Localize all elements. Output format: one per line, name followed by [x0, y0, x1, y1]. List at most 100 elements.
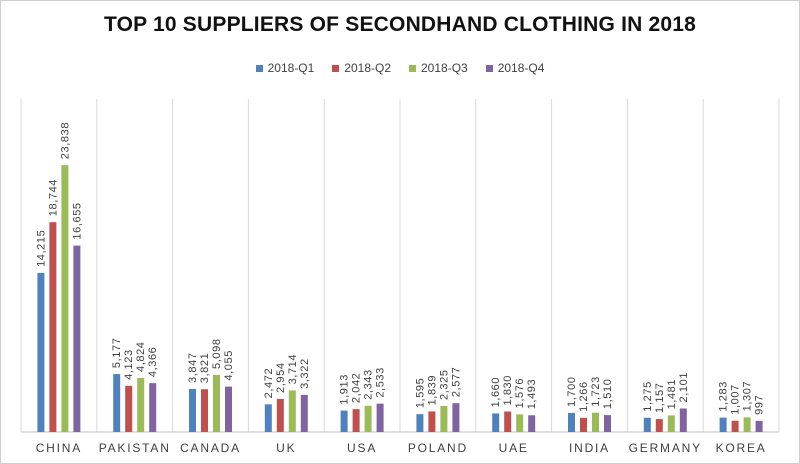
bar-canada-2018-q3 [213, 374, 220, 432]
bar-usa-2018-q2 [352, 409, 360, 432]
data-label: 1,839 [426, 375, 438, 406]
data-label: 2,343 [363, 369, 375, 400]
data-label: 4,366 [147, 347, 159, 378]
bar-canada-2018-q1 [189, 388, 196, 432]
data-label: 3,821 [199, 353, 211, 384]
data-label: 4,055 [223, 350, 235, 381]
bar-germany-2018-q2 [655, 419, 663, 432]
data-label: 23,838 [59, 122, 71, 159]
data-label: 1,913 [339, 374, 351, 405]
bar-canada-2018-q4 [225, 386, 232, 432]
data-label: 1,660 [490, 377, 502, 408]
data-label: 1,493 [526, 379, 538, 410]
data-label: 4,824 [135, 341, 147, 372]
bar-uae-2018-q3 [516, 414, 524, 432]
data-label: 1,830 [502, 375, 514, 406]
bar-uk-2018-q2 [276, 398, 284, 432]
data-label: 18,744 [47, 179, 59, 216]
bar-uae-2018-q1 [492, 413, 500, 432]
category-label-canada: CANADA [180, 441, 241, 455]
category-label-usa: USA [347, 441, 377, 455]
bar-china-2018-q2 [49, 222, 57, 432]
data-label: 3,714 [287, 354, 299, 385]
legend-label: 2018-Q3 [421, 61, 468, 75]
legend-item-2: 2018-Q3 [409, 61, 468, 75]
legend-swatch [255, 64, 263, 72]
bar-uae-2018-q2 [504, 411, 512, 432]
data-label: 1,723 [590, 376, 602, 407]
bar-china-2018-q1 [37, 272, 45, 432]
bar-usa-2018-q1 [340, 410, 348, 432]
bar-india-2018-q1 [568, 412, 575, 432]
data-label: 1,510 [602, 379, 614, 410]
data-label: 5,177 [111, 338, 123, 369]
bar-usa-2018-q4 [376, 403, 384, 432]
data-label: 2,533 [375, 367, 387, 398]
bar-poland-2018-q3 [440, 405, 448, 432]
legend-item-1: 2018-Q2 [332, 61, 391, 75]
bar-uk-2018-q1 [264, 404, 272, 432]
data-label: 2,101 [678, 372, 690, 403]
data-label: 1,595 [414, 378, 426, 409]
bar-korea-2018-q3 [743, 417, 751, 432]
bar-china-2018-q3 [61, 165, 69, 433]
bar-canada-2018-q2 [201, 389, 208, 432]
bar-india-2018-q2 [580, 417, 587, 432]
bar-poland-2018-q1 [416, 414, 424, 432]
data-label: 2,577 [450, 367, 462, 398]
category-label-uae: UAE [499, 441, 529, 455]
category-label-china: CHINA [36, 441, 82, 455]
bar-germany-2018-q3 [667, 415, 675, 432]
bar-korea-2018-q4 [755, 420, 763, 432]
legend-item-3: 2018-Q4 [485, 61, 544, 75]
bar-pakistan-2018-q1 [113, 374, 121, 432]
data-label: 1,266 [578, 381, 590, 412]
data-label: 1,307 [742, 381, 754, 412]
bar-pakistan-2018-q2 [125, 385, 133, 432]
category-label-germany: GERMANY [629, 441, 702, 455]
legend-item-0: 2018-Q1 [255, 61, 314, 75]
data-label: 2,325 [438, 369, 450, 400]
data-label: 2,042 [351, 373, 363, 404]
bar-korea-2018-q2 [731, 420, 739, 432]
legend-swatch [409, 64, 416, 72]
data-label: 3,847 [187, 352, 199, 383]
category-label-uk: UK [276, 441, 296, 455]
data-label: 14,215 [35, 230, 47, 267]
bar-china-2018-q4 [73, 245, 81, 432]
legend-label: 2018-Q2 [344, 61, 391, 75]
bar-pakistan-2018-q4 [149, 383, 157, 432]
data-label: 16,655 [71, 202, 83, 239]
data-label: 1,576 [514, 378, 526, 409]
bar-uk-2018-q4 [300, 394, 308, 432]
data-label: 2,954 [275, 362, 287, 393]
data-label: 2,472 [263, 368, 275, 399]
data-label: 3,322 [299, 358, 311, 389]
bar-germany-2018-q1 [643, 417, 651, 432]
bar-germany-2018-q4 [679, 408, 687, 432]
data-label: 4,123 [123, 349, 135, 380]
data-label: 1,700 [566, 376, 578, 407]
bar-poland-2018-q4 [452, 403, 460, 432]
legend-swatch [332, 64, 340, 72]
bar-pakistan-2018-q3 [137, 378, 145, 432]
category-label-pakistan: PAKISTAN [99, 441, 171, 455]
chart-title: TOP 10 SUPPLIERS OF SECONDHAND CLOTHING … [103, 13, 697, 36]
data-label: 5,098 [211, 338, 223, 369]
legend-swatch [485, 64, 493, 72]
data-label: 1,481 [666, 379, 678, 410]
bar-usa-2018-q3 [364, 405, 372, 432]
bar-poland-2018-q2 [428, 411, 436, 432]
data-label: 1,007 [730, 384, 742, 415]
bar-uk-2018-q3 [288, 390, 296, 432]
data-label: 1,157 [654, 383, 666, 414]
category-label-poland: POLAND [408, 441, 468, 455]
bar-india-2018-q4 [604, 415, 611, 432]
data-label: 1,275 [642, 381, 654, 412]
category-label-india: INDIA [569, 441, 610, 455]
legend: 2018-Q1 2018-Q2 2018-Q3 2018-Q4 [1, 61, 799, 75]
data-label: 1,283 [718, 381, 730, 412]
bar-korea-2018-q1 [719, 417, 727, 432]
